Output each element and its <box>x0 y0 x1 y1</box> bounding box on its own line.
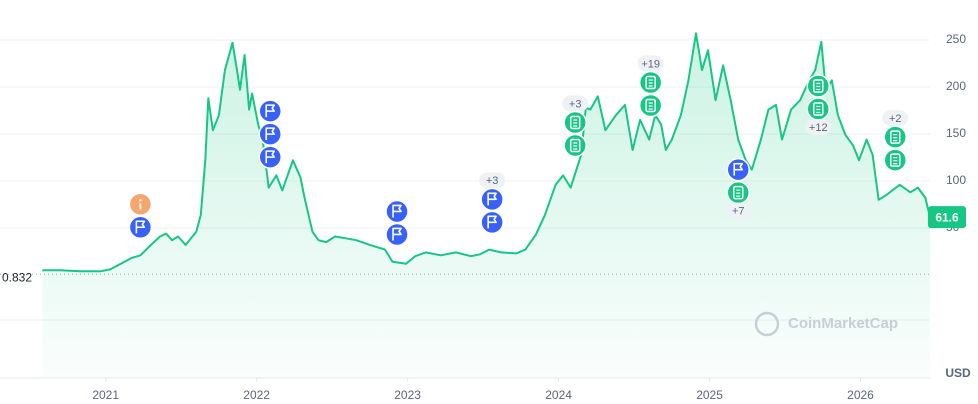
start-price-label: 0.832 <box>2 270 32 284</box>
event-icon-doc <box>883 125 907 149</box>
event-icon-doc <box>638 93 663 118</box>
event-marker: +3 <box>479 172 506 235</box>
flag-glyph <box>487 192 497 206</box>
event-marker: +12 <box>805 74 832 135</box>
event-icon-doc <box>883 148 907 172</box>
event-badge-bg <box>725 202 752 219</box>
event-badge: +7 <box>732 206 745 218</box>
x-tick-label: 2025 <box>696 388 723 402</box>
event-icon-flag <box>258 99 282 123</box>
doc-glyph <box>812 79 824 93</box>
y-tick-label: 150 <box>946 126 966 140</box>
event-icon-doc <box>563 110 587 135</box>
info-glyph-dot <box>139 199 142 202</box>
event-marker <box>385 199 409 247</box>
doc-glyph <box>645 75 656 90</box>
currency-label: USD <box>945 366 971 380</box>
event-icon-doc <box>806 74 830 98</box>
doc-glyph <box>889 153 901 167</box>
flag-glyph <box>265 127 276 141</box>
event-icon-flag <box>480 210 504 235</box>
flag-glyph <box>135 220 146 234</box>
flag-glyph <box>487 215 497 229</box>
event-icon-flag <box>385 222 409 247</box>
event-icon-flag <box>726 157 750 182</box>
event-badge-bg <box>882 110 909 127</box>
event-icon-flag <box>128 215 153 240</box>
event-badge: +2 <box>889 113 902 125</box>
x-tick-label: 2024 <box>545 388 572 402</box>
doc-glyph <box>569 115 581 130</box>
event-icon-flag <box>385 199 409 224</box>
y-tick-label: 100 <box>946 173 966 187</box>
current-price-badge <box>928 206 966 229</box>
x-tick-label: 2021 <box>92 388 119 402</box>
event-badge-bg <box>637 55 664 72</box>
doc-glyph <box>732 185 744 200</box>
event-marker <box>258 99 282 169</box>
event-marker <box>128 192 153 240</box>
event-marker: +3 <box>562 95 589 158</box>
event-badge-bg <box>805 118 832 135</box>
price-area <box>42 33 931 379</box>
doc-glyph <box>569 138 581 153</box>
flag-glyph <box>392 204 402 218</box>
doc-glyph <box>812 102 824 116</box>
event-icon-doc <box>726 180 750 205</box>
x-tick-label: 2026 <box>847 388 874 402</box>
event-icon-flag <box>258 145 282 169</box>
event-marker: +2 <box>882 110 909 172</box>
event-icon-doc <box>806 97 830 121</box>
event-badge: +12 <box>809 122 828 134</box>
watermark-logo <box>754 311 780 337</box>
y-tick-label: 250 <box>946 32 966 46</box>
event-icon-info <box>128 192 153 217</box>
x-tick-label: 2022 <box>243 388 270 402</box>
watermark-text: CoinMarketCap <box>788 315 898 332</box>
doc-glyph <box>889 130 901 144</box>
flag-glyph <box>392 227 402 241</box>
event-icon-flag <box>480 187 504 212</box>
event-badge-bg <box>479 172 506 189</box>
event-icon-doc <box>638 70 663 95</box>
current-price-label: 61.6 <box>935 210 959 224</box>
flag-glyph <box>733 162 744 176</box>
event-badge: +19 <box>641 58 660 70</box>
event-badge-bg <box>562 95 589 112</box>
flag-glyph <box>265 104 276 118</box>
doc-glyph <box>645 98 656 113</box>
event-icon-flag <box>258 122 282 146</box>
event-marker: +7 <box>725 157 752 219</box>
watermark: CoinMarketCap <box>754 311 898 337</box>
event-badge: +3 <box>486 175 499 187</box>
y-tick-label: 200 <box>946 79 966 93</box>
event-badge: +3 <box>569 98 582 110</box>
x-tick-label: 2023 <box>394 388 421 402</box>
event-icon-doc <box>563 133 587 158</box>
event-marker: +19 <box>637 55 664 118</box>
flag-glyph <box>265 150 276 164</box>
